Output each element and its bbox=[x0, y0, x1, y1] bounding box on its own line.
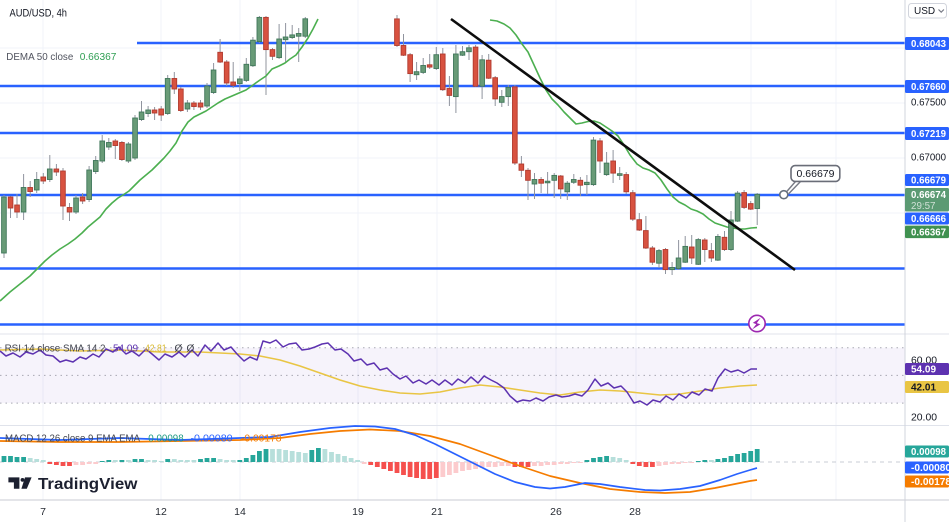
svg-text:19: 19 bbox=[352, 506, 364, 518]
svg-text:21: 21 bbox=[431, 506, 443, 518]
svg-text:0.66674: 0.66674 bbox=[911, 189, 946, 201]
svg-text:Ø: Ø bbox=[187, 343, 195, 354]
svg-text:7: 7 bbox=[40, 506, 46, 518]
svg-text:14: 14 bbox=[234, 506, 246, 518]
svg-text:DEMA 50 close: DEMA 50 close bbox=[6, 51, 73, 63]
svg-text:-0.00178: -0.00178 bbox=[911, 476, 949, 488]
svg-text:0.66367: 0.66367 bbox=[911, 226, 946, 238]
svg-text:54.09: 54.09 bbox=[113, 342, 138, 354]
svg-text:-0.00080: -0.00080 bbox=[191, 432, 233, 444]
svg-text:0.66367: 0.66367 bbox=[80, 51, 117, 63]
svg-text:Ø: Ø bbox=[175, 343, 183, 354]
svg-text:42.01: 42.01 bbox=[911, 382, 936, 394]
svg-text:-0.00080: -0.00080 bbox=[911, 462, 949, 474]
svg-text:0.66679: 0.66679 bbox=[797, 168, 835, 180]
svg-text:0.67219: 0.67219 bbox=[911, 128, 946, 140]
svg-text:26: 26 bbox=[550, 506, 562, 518]
svg-text:AUD/USD, 4h: AUD/USD, 4h bbox=[10, 7, 68, 19]
svg-text:12: 12 bbox=[155, 506, 167, 518]
svg-text:0.67500: 0.67500 bbox=[911, 97, 946, 109]
svg-text:MACD 12 26 close 9 EMA EMA: MACD 12 26 close 9 EMA EMA bbox=[5, 432, 140, 444]
svg-text:0.00098: 0.00098 bbox=[148, 432, 184, 444]
svg-text:0.66666: 0.66666 bbox=[911, 213, 946, 225]
svg-text:0.68043: 0.68043 bbox=[911, 38, 946, 50]
svg-text:RSI 14 close SMA 14 2: RSI 14 close SMA 14 2 bbox=[5, 342, 106, 354]
svg-text:TradingView: TradingView bbox=[38, 476, 138, 493]
svg-text:20.00: 20.00 bbox=[911, 412, 937, 424]
svg-text:42.81: 42.81 bbox=[145, 342, 167, 354]
svg-text:54.09: 54.09 bbox=[911, 364, 936, 376]
svg-text:29:57: 29:57 bbox=[911, 201, 936, 212]
svg-text:USD: USD bbox=[914, 6, 935, 17]
svg-text:28: 28 bbox=[629, 506, 641, 518]
svg-text:0.67660: 0.67660 bbox=[911, 81, 946, 93]
svg-text:0.00098: 0.00098 bbox=[911, 446, 946, 458]
svg-text:0.66679: 0.66679 bbox=[911, 175, 946, 187]
svg-text:0.67000: 0.67000 bbox=[911, 152, 946, 164]
svg-text:-0.00178: -0.00178 bbox=[241, 432, 282, 444]
